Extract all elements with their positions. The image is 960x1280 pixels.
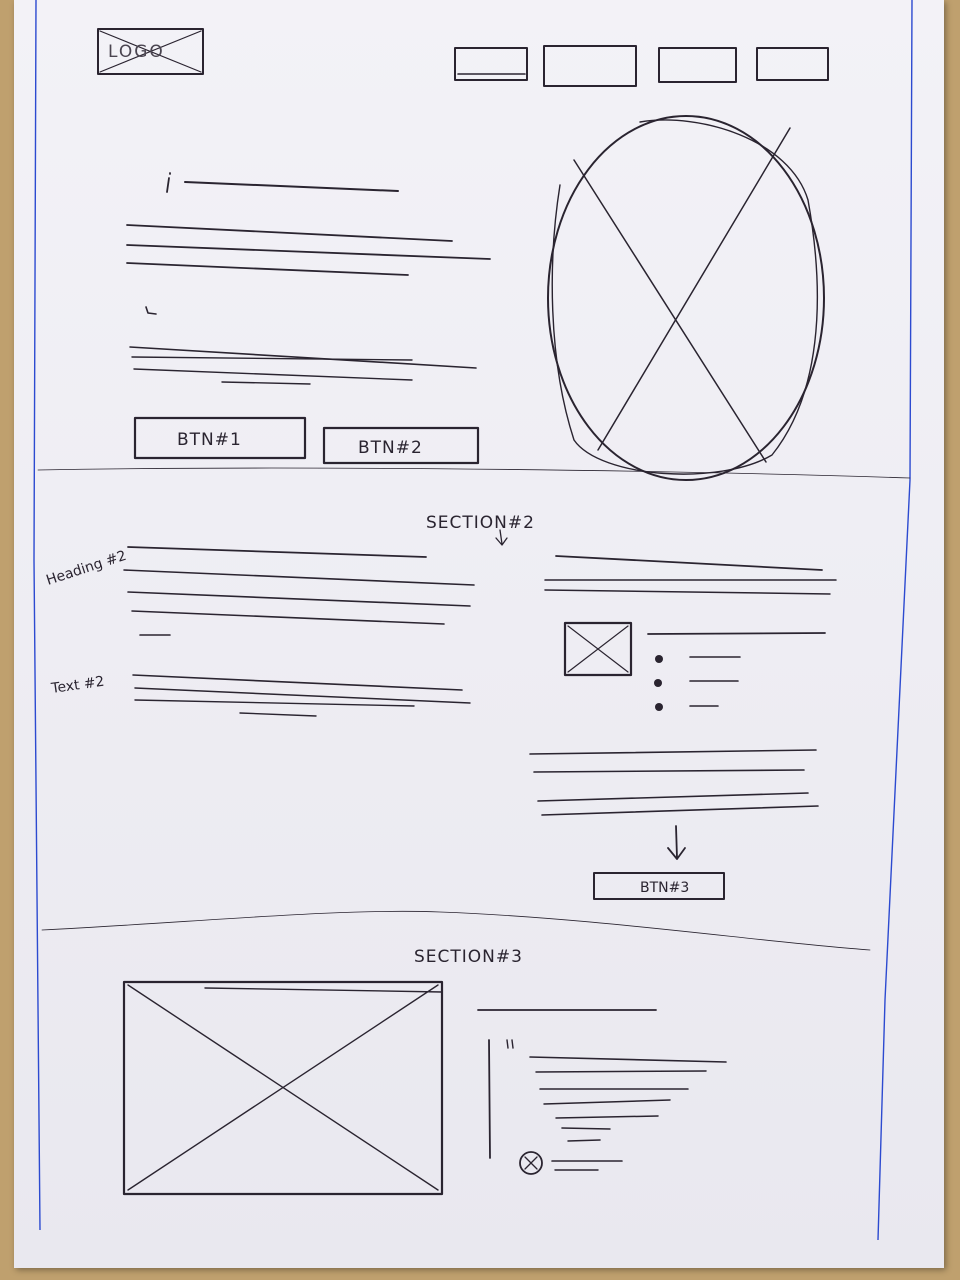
- section-2-title: SECTION#2: [426, 513, 535, 533]
- feature-heading-line: [647, 632, 826, 635]
- bullet-1: [655, 655, 663, 663]
- nav-item-1: [454, 47, 528, 81]
- testimonial-quote: [488, 1039, 727, 1159]
- nav-items: [454, 45, 829, 87]
- section-2-left-paragraph: [132, 674, 471, 717]
- section-2-arrow: [495, 529, 508, 546]
- section-2-right-paragraph: [529, 749, 819, 816]
- quote-bar: [488, 1039, 491, 1159]
- testimonial-avatar: [519, 1151, 543, 1175]
- section-divider-2: [41, 910, 871, 951]
- btn-1-label: BTN#1: [177, 430, 242, 450]
- section-2-right-text: [544, 555, 837, 595]
- btn-1: BTN#1: [133, 416, 307, 460]
- btn-2-label: BTN#2: [358, 438, 423, 458]
- btn-2: BTN#2: [322, 426, 480, 465]
- hero-image-placeholder: [547, 115, 825, 481]
- section-divider-1: [37, 467, 911, 479]
- section-2-left-text: [123, 546, 475, 636]
- down-arrow: [667, 825, 686, 860]
- blue-margin-lines: [33, 0, 913, 1241]
- bullet-3: [655, 703, 663, 711]
- text-note: Text #2: [49, 674, 105, 697]
- hero-text-block: [126, 172, 491, 385]
- section-3-image-placeholder: [122, 980, 444, 1196]
- heading-note: Heading #2: [44, 548, 128, 589]
- feature-thumbnail: [563, 621, 633, 677]
- nav-item-2: [543, 45, 637, 87]
- quote-mark: [506, 1039, 514, 1049]
- logo-label: LOGO: [108, 42, 165, 62]
- nav-item-3: [658, 47, 737, 83]
- logo-box: LOGO: [97, 28, 204, 75]
- bullet-list: [654, 655, 741, 711]
- nav-item-4: [756, 47, 829, 81]
- btn-3-label: BTN#3: [640, 880, 689, 896]
- btn-3: BTN#3: [593, 872, 725, 900]
- bullet-2: [654, 679, 662, 687]
- section-3-title: SECTION#3: [414, 947, 523, 967]
